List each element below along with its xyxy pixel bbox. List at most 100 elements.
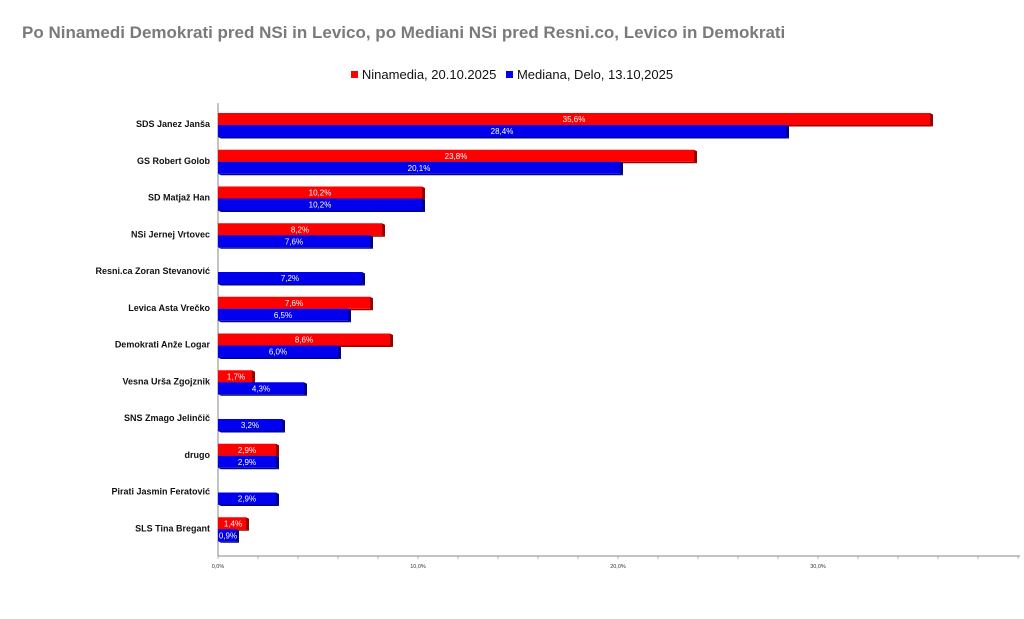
x-tick-label: 30,0%	[810, 564, 826, 570]
bar	[218, 161, 620, 174]
bar-side	[422, 186, 425, 200]
bar-bottom	[218, 467, 279, 470]
bar	[218, 443, 276, 456]
bar-side	[370, 235, 373, 249]
bar-side	[694, 149, 697, 164]
bar	[218, 113, 930, 125]
bar-side	[276, 492, 279, 506]
bar-side	[304, 382, 307, 396]
data-label: 2,9%	[238, 446, 256, 455]
data-label: 35,6%	[563, 115, 586, 124]
chart-legend: Ninamedia, 20.10.2025 Mediana, Delo, 13.…	[0, 67, 1024, 82]
bar-bottom	[218, 210, 425, 212]
legend-label-mediana: Mediana, Delo, 13.10,2025	[516, 67, 674, 82]
bar-side	[620, 161, 623, 176]
category-label: Resni.ca Zoran Stevanović	[95, 266, 210, 276]
bar-bottom	[218, 394, 307, 396]
bar-side	[422, 198, 425, 212]
bar	[218, 517, 246, 530]
x-tick-label: 0,0%	[212, 564, 225, 570]
data-label: 7,6%	[285, 237, 303, 246]
bar	[218, 345, 338, 358]
data-label: 23,8%	[445, 152, 468, 161]
bar	[218, 370, 252, 383]
bar-side	[276, 443, 279, 458]
category-label: Vesna Urša Zgojznik	[122, 376, 211, 386]
bar	[218, 125, 786, 137]
bar-side	[370, 296, 373, 311]
bar-bottom	[218, 504, 279, 506]
bar-bottom	[218, 247, 373, 249]
bar-bottom	[218, 431, 285, 433]
bar-side	[338, 345, 341, 359]
data-label: 10,2%	[309, 201, 332, 210]
legend-swatch-mediana	[505, 71, 513, 78]
legend-swatch-ninamedia	[350, 71, 358, 78]
bar-side	[362, 272, 365, 286]
bar-side	[930, 113, 933, 127]
category-label: SDS Janez Janša	[136, 119, 211, 129]
bar	[218, 419, 282, 431]
bar	[218, 235, 370, 248]
bar-bottom	[218, 320, 351, 323]
x-tick-label: 20,0%	[610, 564, 626, 570]
data-label: 6,5%	[274, 311, 292, 320]
chart-title: Po Ninamedi Demokrati pred NSi in Levico…	[22, 23, 786, 42]
data-label: 28,4%	[491, 127, 514, 136]
bar-bottom	[218, 173, 623, 176]
category-label: SNS Zmago Jelinčič	[124, 413, 210, 423]
data-label: 0,9%	[219, 531, 237, 540]
bar-side	[276, 455, 279, 470]
bar	[218, 296, 370, 309]
category-label: SD Matjaž Han	[148, 193, 210, 203]
data-label: 8,2%	[291, 225, 309, 234]
bar-bottom	[218, 137, 789, 139]
bar	[218, 492, 276, 505]
bar	[218, 149, 694, 162]
data-label: 4,3%	[252, 384, 270, 393]
legend-item-mediana: Mediana, Delo, 13.10,2025	[505, 67, 674, 82]
bar-side	[348, 308, 351, 323]
data-label: 3,2%	[241, 421, 259, 430]
bar-side	[282, 419, 285, 433]
data-label: 6,0%	[269, 348, 287, 357]
bar	[218, 382, 304, 395]
bar-side	[390, 333, 393, 347]
data-label: 2,9%	[238, 458, 256, 467]
bar-side	[246, 517, 249, 531]
category-label: Levica Asta Vrečko	[128, 303, 210, 313]
bar	[218, 333, 390, 346]
bar-side	[236, 529, 239, 543]
bar	[218, 455, 276, 468]
data-label: 1,4%	[224, 519, 242, 528]
data-label: 20,1%	[408, 164, 431, 173]
x-tick-label: 10,0%	[410, 564, 426, 570]
bar-bottom	[218, 541, 239, 543]
data-label: 1,7%	[227, 372, 245, 381]
data-label: 7,6%	[285, 299, 303, 308]
bar	[218, 198, 422, 211]
bar-side	[252, 370, 255, 384]
data-label: 10,2%	[309, 189, 332, 198]
bar-bottom	[218, 284, 365, 286]
category-label: drugo	[185, 450, 211, 460]
bar	[218, 272, 362, 284]
data-label: 8,6%	[295, 336, 313, 345]
category-label: Demokrati Anže Logar	[115, 340, 211, 350]
data-label: 2,9%	[238, 495, 256, 504]
bar	[218, 529, 236, 542]
bar-side	[786, 125, 789, 139]
category-label: Pirati Jasmin Feratović	[111, 487, 210, 497]
bar	[218, 223, 382, 236]
category-label: NSi Jernej Vrtovec	[131, 229, 210, 239]
bar	[218, 308, 348, 321]
bar	[218, 186, 422, 199]
legend-item-ninamedia: Ninamedia, 20.10.2025	[350, 67, 497, 82]
legend-label-ninamedia: Ninamedia, 20.10.2025	[361, 67, 497, 82]
bar-side	[382, 223, 385, 237]
bar-bottom	[218, 357, 341, 359]
category-label: GS Robert Golob	[137, 156, 211, 166]
data-label: 7,2%	[281, 274, 299, 283]
category-label: SLS Tina Bregant	[135, 523, 210, 533]
